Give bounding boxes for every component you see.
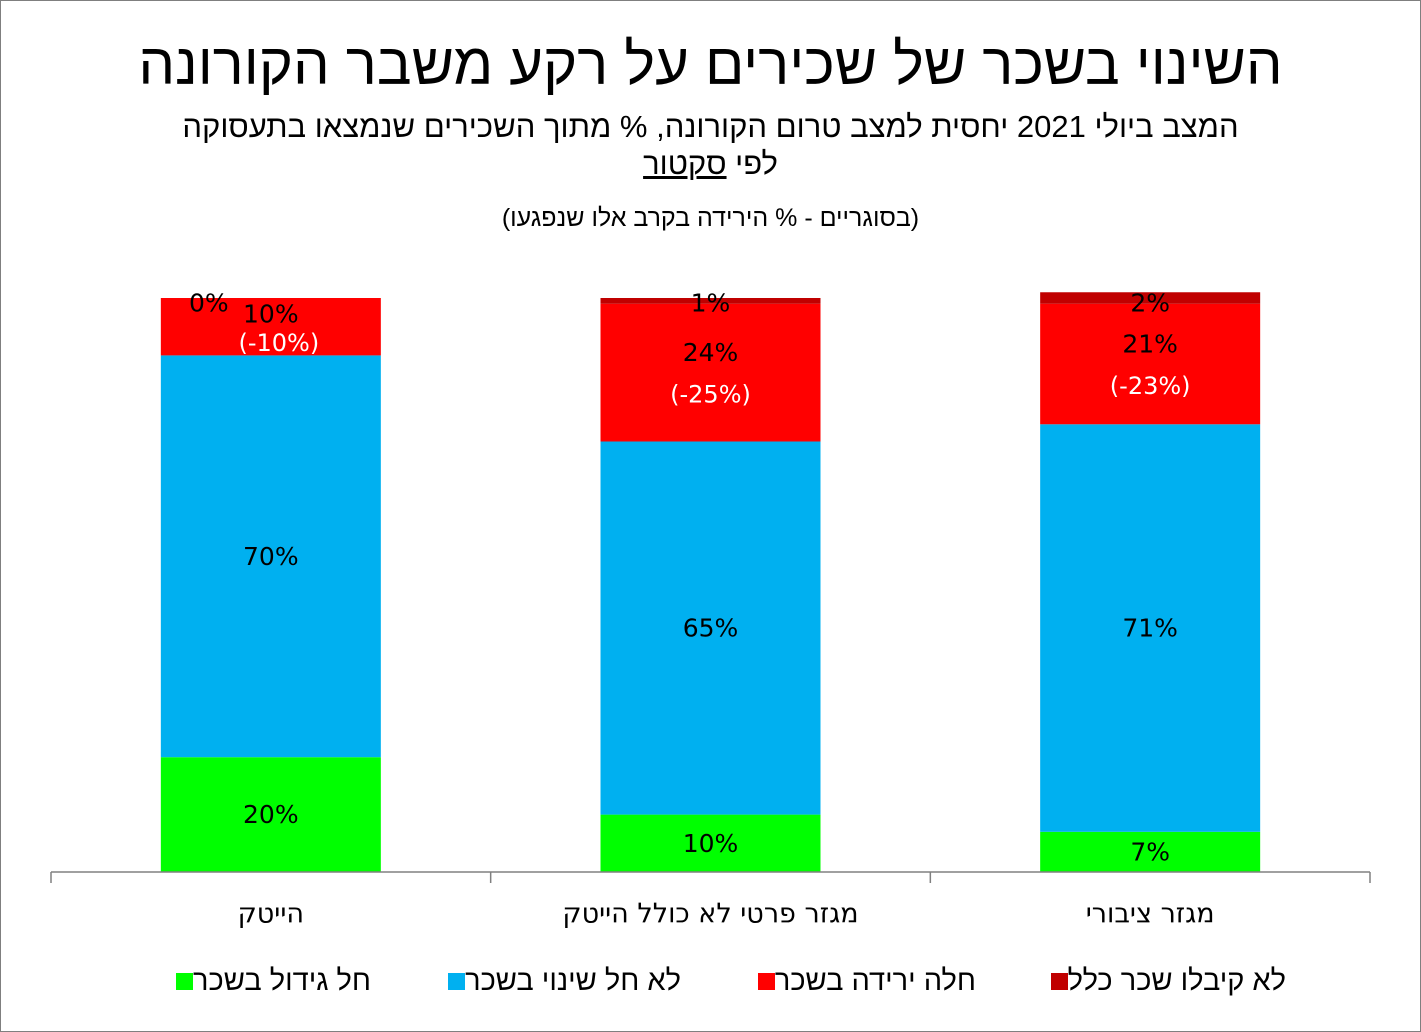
chart-subtitle: המצב ביולי 2021 יחסית למצב טרום הקורונה,… [182,109,1239,144]
data-label-decline-3: 21% [1122,330,1178,359]
legend-label: חל גידול בשכר [193,964,371,997]
legend-label: חלה ירידה בשכר [774,964,976,997]
legend-label: לא חל שינוי בשכר [465,964,681,997]
chart-note: (בסוגריים - % הירידה בקרב אלו שנפגעו) [501,204,920,232]
bar-segment-1-cat-3 [1040,831,1261,872]
legend-item-4: לא קיבלו שכר כלל [1050,963,1295,999]
data-label-increase-2: 10% [683,829,739,858]
legend-item-1: חל גידול בשכר [176,963,380,999]
bar-segment-1-cat-2 [600,814,821,872]
legend-swatch [176,972,194,990]
decline-annotation-1: (-10%) [238,329,319,357]
legend-item-3: חלה ירידה בשכר [757,963,985,999]
bar-segment-2-cat-2 [600,441,821,815]
data-label-decline-2: 24% [683,338,739,367]
legend-swatch [757,972,775,990]
decline-annotation-3: (-23%) [1110,372,1191,400]
chart-subtitle-line2: לפי סקטור [0,145,1421,182]
subtitle-underlined-word: סקטור [643,146,727,181]
bar-segment-3-cat-2 [600,303,821,442]
data-label-decline-1: 10% [243,300,299,329]
legend-label: לא קיבלו שכר כלל [1067,964,1286,997]
legend-swatch [448,972,466,990]
data-label-nopay-3: 2% [1130,289,1170,318]
bar-segment-3-cat-1 [160,298,381,356]
legend-swatch [1050,972,1068,990]
chart-title: השינוי בשכר של שכירים על רקע משבר הקורונ… [138,32,1283,97]
data-label-increase-3: 7% [1130,837,1170,866]
bar-segment-3-cat-3 [1040,303,1261,425]
bar-segment-2-cat-1 [160,355,381,758]
subtitle-prefix: לפי [726,146,778,181]
data-label-nochange-1: 70% [243,542,299,571]
bar-segment-2-cat-3 [1040,424,1261,832]
bar-segment-4-cat-2 [600,298,821,304]
data-label-nopay-2: 1% [691,289,731,318]
data-label-nopay-1: 0% [189,289,229,318]
legend-item-2: לא חל שינוי בשכר [448,963,690,999]
bar-segment-1-cat-1 [160,757,381,872]
category-label-2: מגזר פרטי לא כולל הייטק [562,899,858,930]
chart-legend: חל גידול בשכר לא חל שינוי בשכר חלה ירידה ב… [0,963,1421,999]
data-label-nochange-3: 71% [1122,614,1178,643]
category-label-1: הייטק [238,899,304,930]
category-label-3: מגזר ציבורי [1086,899,1215,930]
bar-segment-4-cat-3 [1040,292,1261,304]
data-label-nochange-2: 65% [683,614,739,643]
data-label-increase-1: 20% [243,800,299,829]
decline-annotation-2: (-25%) [670,381,751,409]
